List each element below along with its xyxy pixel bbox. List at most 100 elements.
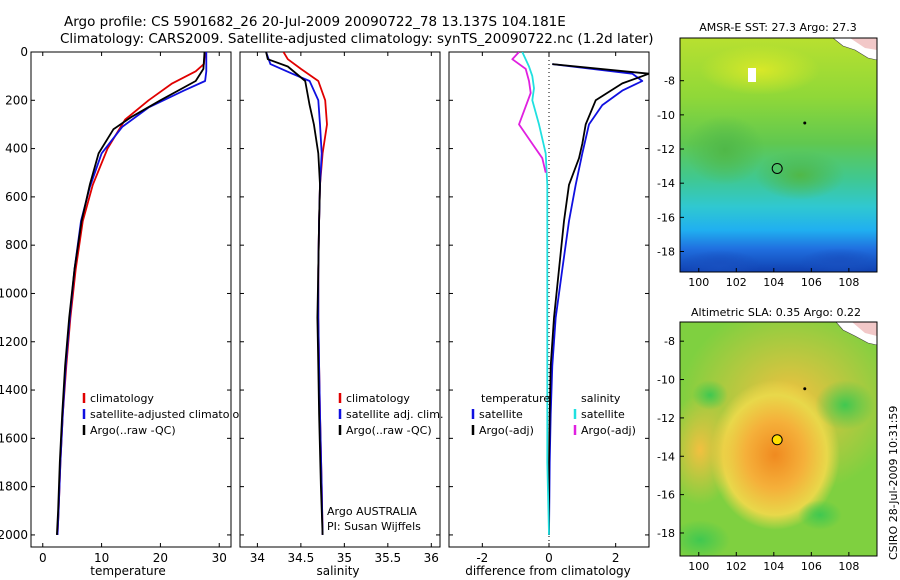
sla-map-ytick-label: -18 — [657, 527, 675, 540]
difference-legend-label: satellite — [581, 408, 625, 421]
sst-map-ytick-label: -10 — [657, 109, 675, 122]
salinity-panel: 34 34.5 35 35.5 36 climatology satellite adj.… — [239, 51, 443, 578]
sst-missing-data — [748, 68, 756, 82]
sla-map-xtick-label: 100 — [688, 560, 709, 573]
sst-map-ytick-label: -12 — [657, 143, 675, 156]
difference-legend: temperature satellite Argo(-adj) salinity sa… — [471, 392, 636, 437]
sst-map-panel: AMSR-E SST: 27.3 Argo: 27.3 100 102 104 106… — [657, 21, 878, 289]
sst-map-xtick-label: 108 — [838, 276, 859, 289]
java-land — [850, 38, 877, 50]
salinity-annotation-line-2: PI: Susan Wijffels — [327, 520, 421, 533]
salinity-legend-label: satellite adj. clim. — [346, 408, 443, 421]
depth-tick-label: 400 — [5, 142, 28, 156]
temperature-xtick-label: 10 — [94, 551, 109, 565]
depth-tick-label: 200 — [5, 93, 28, 107]
sst-map-ytick-label: -16 — [657, 211, 675, 224]
sst-map-xtick-label: 100 — [688, 276, 709, 289]
sla-map-ytick-label: -12 — [657, 412, 675, 425]
salinity-legend-label: climatology — [346, 392, 410, 405]
salinity-xtick-label: 34.5 — [288, 551, 315, 565]
difference-series-sal_argo — [511, 52, 547, 173]
difference-lines — [511, 52, 649, 535]
depth-tick-label: 1800 — [0, 480, 28, 494]
temperature-lines — [56, 52, 208, 535]
salinity-xlabel: salinity — [316, 564, 359, 578]
temperature-legend: climatology satellite-adjusted climatolog… — [82, 392, 246, 437]
argo-position-marker — [771, 434, 783, 446]
salinity-legend: climatology satellite adj. clim. Argo(..ra… — [338, 392, 443, 437]
sla-low-patch — [798, 500, 842, 530]
temperature-legend-label: climatology — [90, 392, 154, 405]
sla-map-ytick-label: -16 — [657, 489, 675, 502]
difference-ticks: -2 0 2 — [449, 51, 649, 565]
temperature-ticks: 0 10 20 30 0 200 400 600 800 1000 1200 1400 1600 1800… — [0, 45, 231, 565]
difference-legend-label: Argo(-adj) — [581, 424, 636, 437]
temperature-axes-frame — [30, 51, 232, 548]
sla-map-ticks: 100 102 104 106 108 -8 -10 -12 -14 -16 -18 — [657, 335, 859, 573]
depth-tick-label: 1400 — [0, 383, 28, 397]
salinity-xtick-label: 35 — [337, 551, 352, 565]
difference-series-sal_sat — [521, 52, 550, 535]
difference-xtick-label: -2 — [476, 551, 488, 565]
sst-warm-patch — [700, 45, 820, 95]
salinity-xtick-label: 35.5 — [374, 551, 401, 565]
sla-map-xtick-label: 102 — [726, 560, 747, 573]
sla-map-xtick-label: 104 — [763, 560, 784, 573]
sst-map-ticks: 100 102 104 106 108 -8 -10 -12 -14 -16 -18 — [657, 75, 859, 289]
salinity-legend-label: Argo(..raw -QC) — [346, 424, 432, 437]
sst-map-xtick-label: 102 — [726, 276, 747, 289]
temperature-xtick-label: 20 — [153, 551, 168, 565]
header-line-1: Argo profile: CS 5901682_26 20-Jul-2009 … — [64, 14, 566, 30]
sla-high-core — [710, 380, 840, 530]
temperature-xtick-label: 30 — [212, 551, 227, 565]
difference-legend-heading: salinity — [581, 392, 621, 405]
sla-map-xtick-label: 106 — [801, 560, 822, 573]
sla-low-patch — [680, 520, 730, 556]
depth-tick-label: 600 — [5, 190, 28, 204]
salinity-xtick-label: 36 — [424, 551, 439, 565]
sla-high-patch — [680, 395, 735, 505]
difference-xtick-label: 0 — [545, 551, 553, 565]
sla-map-ytick-label: -10 — [657, 374, 675, 387]
difference-legend-heading: temperature — [481, 392, 550, 405]
sla-map-ytick-label: -14 — [657, 450, 675, 463]
sst-cold-patch — [680, 250, 760, 272]
salinity-series-argo — [265, 52, 324, 535]
sst-map-ytick-label: -18 — [657, 246, 675, 259]
sst-map-field — [680, 38, 877, 272]
argo-position-marker — [771, 162, 783, 174]
temperature-xlabel: temperature — [90, 564, 165, 578]
difference-legend-label: satellite — [479, 408, 523, 421]
depth-tick-label: 800 — [5, 238, 28, 252]
sst-map-ytick-label: -14 — [657, 177, 675, 190]
difference-xlabel: difference from climatology — [465, 564, 631, 578]
sst-map-frame — [679, 37, 878, 273]
salinity-xtick-label: 34 — [250, 551, 265, 565]
sla-map-panel: Altimetric SLA: 0.35 Argo: 0.22 100 102 10… — [657, 306, 878, 573]
depth-tick-label: 0 — [20, 45, 28, 59]
sla-map-field — [680, 322, 877, 556]
difference-xtick-label: 2 — [612, 551, 620, 565]
sst-map-ytick-label: -8 — [664, 75, 675, 88]
temperature-series-argo — [56, 52, 206, 535]
sst-map-xtick-label: 106 — [801, 276, 822, 289]
sst-cool-patch — [755, 150, 845, 200]
depth-tick-label: 2000 — [0, 528, 28, 542]
sla-map-xtick-label: 108 — [838, 560, 859, 573]
temperature-xtick-label: 0 — [39, 551, 47, 565]
depth-tick-label: 1000 — [0, 286, 28, 300]
difference-panel: -2 0 2 temperature satellite Argo(-adj) salin… — [448, 51, 650, 578]
depth-tick-label: 1200 — [0, 335, 28, 349]
sst-cool-patch — [685, 115, 765, 185]
difference-series-temp_argo — [548, 63, 649, 535]
temperature-panel: 0 10 20 30 0 200 400 600 800 1000 1200 1400 1600 1800… — [0, 45, 246, 578]
sla-low-patch — [815, 380, 875, 430]
temperature-legend-label: satellite-adjusted climatolog — [90, 408, 246, 421]
java-land — [852, 322, 877, 336]
difference-legend-label: Argo(-adj) — [479, 424, 534, 437]
sst-map-title: AMSR-E SST: 27.3 Argo: 27.3 — [699, 21, 857, 34]
footer-credit: CSIRO 28-Jul-2009 10:31:59 — [887, 406, 900, 560]
christmas-island-marker — [803, 387, 807, 391]
difference-series-temp_sat — [548, 63, 644, 535]
